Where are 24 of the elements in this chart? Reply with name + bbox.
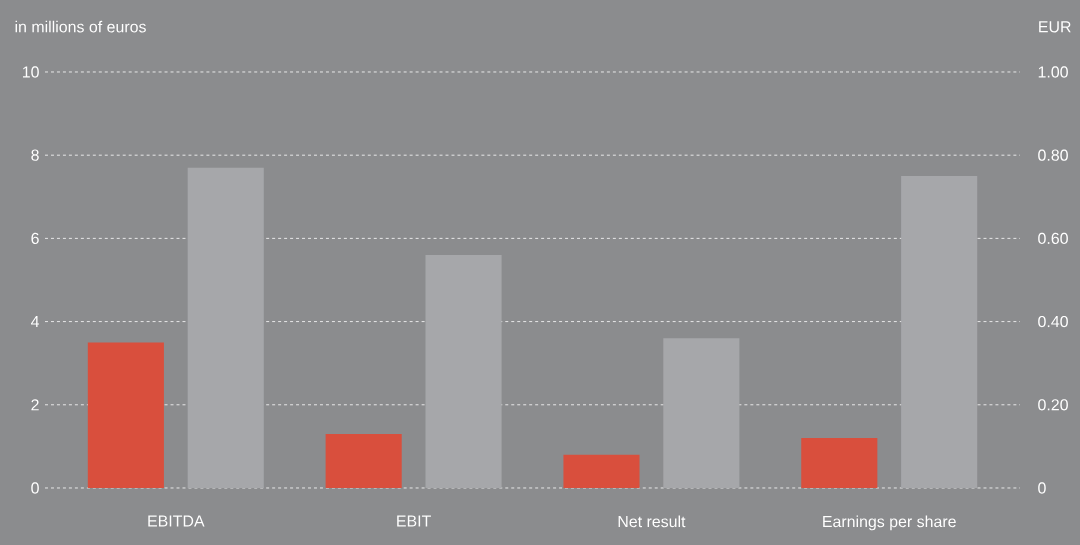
bar xyxy=(87,342,164,488)
y2-tick-label: 0.60 xyxy=(1038,232,1068,245)
bar xyxy=(563,454,640,488)
bar xyxy=(425,255,502,488)
y2-tick-label: 0.40 xyxy=(1038,315,1068,328)
y2-tick-label: 1.00 xyxy=(1038,66,1068,78)
x-tick-label: EBIT xyxy=(397,515,431,527)
y2-tick-label: 0 xyxy=(1038,482,1046,494)
y-tick-label: 0 xyxy=(31,482,39,494)
y-tick-label: 4 xyxy=(30,316,40,328)
bar xyxy=(187,167,264,488)
bar xyxy=(325,433,402,488)
y2-tick-label: 0.80 xyxy=(1038,149,1068,161)
y-tick-label: 2 xyxy=(31,399,39,411)
bar xyxy=(663,338,740,488)
y-tick-label: 6 xyxy=(31,232,39,245)
x-tick-label: EBITDA xyxy=(148,515,205,527)
y-tick-label: 8 xyxy=(31,149,39,161)
x-tick-label: Earnings per share xyxy=(823,515,956,531)
y-axis-title: in millions of euros xyxy=(15,20,146,33)
y2-tick-label: 0.20 xyxy=(1038,399,1068,411)
y-tick-label: 10 xyxy=(22,66,39,78)
y2-axis-title: EUR xyxy=(1039,21,1071,33)
x-tick-label: Net result xyxy=(618,515,686,528)
